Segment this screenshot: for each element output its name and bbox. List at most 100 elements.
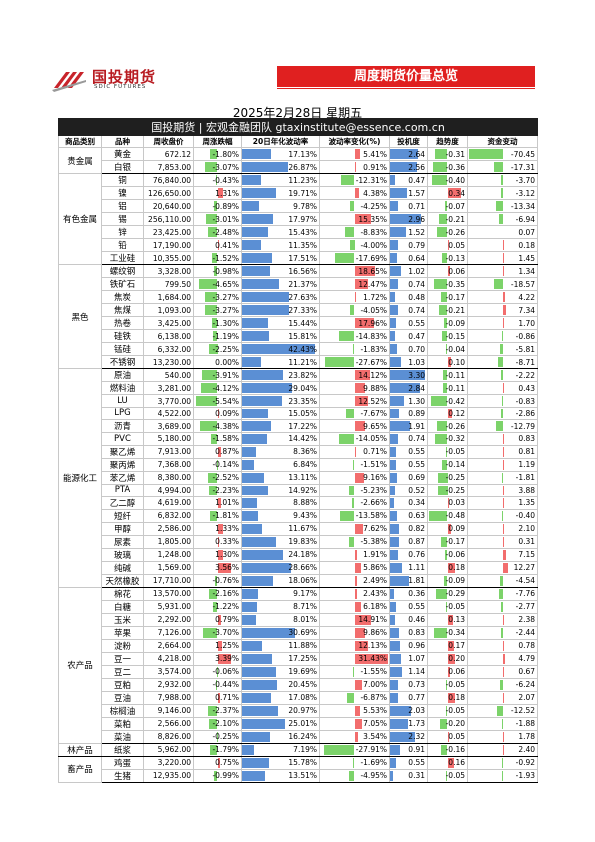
speculation-value: 0.74 — [408, 434, 425, 444]
weekly-change-cell: 1.33% — [193, 521, 242, 536]
volatility-change-bar — [324, 744, 355, 755]
volatility-change-value: 3.54% — [363, 732, 387, 742]
capital-flow-value: 4.22 — [518, 292, 536, 302]
speculation-bar — [390, 666, 403, 677]
weekly-change-cell: 1.01% — [193, 495, 242, 510]
volatility-bar — [242, 549, 284, 560]
volatility-change-bar — [354, 562, 361, 573]
weekly-change-value: -0.25% — [212, 732, 239, 742]
volatility-change-bar — [349, 201, 355, 212]
weekly-change-value: -4.12% — [212, 383, 239, 393]
weekly-change-bar — [214, 201, 218, 212]
table-body: 贵金属 黄金 672.12 -1.80% 17.13% 5.41% 2.64 -0.31 -70… — [58, 147, 539, 783]
close-price: 5,931.00 — [143, 599, 194, 614]
weekly-change-bar — [211, 434, 218, 444]
trend-value: -0.25 — [445, 485, 465, 495]
speculation-cell: 0.52 — [389, 483, 428, 497]
column-header: 周收盘价 — [143, 134, 194, 149]
weekly-change-bar — [205, 162, 218, 173]
volatility-change-value: -4.25% — [360, 201, 387, 211]
volatility-change-cell: 18.65% — [319, 264, 390, 279]
table-row: 玻璃 1,248.00 1.30% 24.18% 1.91% 0.76 -0.06 7.15 — [59, 547, 539, 562]
capital-flow-bar — [501, 601, 503, 612]
weekly-change-value: -3.70% — [212, 628, 239, 638]
volatility-bar — [242, 434, 267, 444]
trend-bar — [445, 679, 448, 690]
speculation-bar — [390, 757, 396, 768]
volatility-cell: 19.83% — [241, 534, 320, 549]
volatility-bar — [242, 653, 272, 664]
volatility-cell: 11.67% — [241, 521, 320, 536]
volatility-bar — [242, 162, 288, 173]
speculation-bar — [390, 497, 394, 508]
volatility-change-value: -13.58% — [355, 511, 387, 521]
weekly-change-value: -0.98% — [212, 266, 239, 276]
volatility-change-bar — [354, 614, 371, 625]
capital-flow-bar — [501, 770, 503, 781]
close-price: 1,684.00 — [143, 290, 194, 305]
commodity-name: 菜油 — [101, 729, 144, 744]
volatility-change-cell: -4.05% — [319, 303, 390, 318]
capital-flow-value: -1.88 — [515, 719, 536, 729]
volatility-value: 13.11% — [288, 473, 317, 483]
close-price: 6,332.00 — [143, 342, 194, 357]
volatility-cell: 18.06% — [241, 573, 320, 588]
capital-flow-value: -13.34 — [510, 201, 536, 211]
weekly-change-value: -3.27% — [212, 292, 239, 302]
speculation-value: 2.64 — [408, 149, 425, 159]
weekly-change-cell: 0.71% — [193, 690, 242, 705]
trend-value: 0.18 — [448, 693, 465, 703]
capital-flow-cell: -0.40 — [466, 508, 539, 523]
volatility-bar — [242, 497, 258, 508]
weekly-change-value: -2.16% — [212, 589, 239, 599]
capital-flow-cell: -70.45 — [466, 147, 539, 162]
speculation-value: 1.07 — [408, 654, 425, 664]
trend-cell: -0.31 — [427, 147, 468, 162]
trend-cell: -0.25 — [427, 483, 468, 497]
volatility-change-value: -5.38% — [360, 537, 387, 547]
commodity-name: 菜粕 — [101, 716, 144, 731]
table-row: 黑色 螺纹钢 3,328.00 -0.98% 16.56% 18.65% 1.02 0.06 1… — [58, 264, 539, 370]
trend-value: -0.48 — [445, 511, 465, 521]
close-price: 13,570.00 — [143, 586, 194, 601]
capital-flow-bar — [502, 653, 505, 664]
trend-value: -0.32 — [445, 434, 465, 444]
speculation-cell: 0.55 — [389, 444, 428, 459]
volatility-cell: 17.13% — [241, 147, 320, 162]
speculation-value: 0.55 — [408, 318, 425, 328]
table-row: 尿素 1,805.00 0.33% 19.83% -5.38% 0.87 -0.17 0.31 — [59, 534, 539, 549]
trend-bar — [431, 175, 448, 186]
commodity-name: 尿素 — [101, 534, 144, 549]
capital-flow-bar — [501, 370, 503, 381]
volatility-change-cell: 14.12% — [319, 368, 390, 383]
weekly-change-bar — [217, 653, 231, 664]
speculation-bar — [390, 536, 400, 547]
weekly-change-cell: -3.91% — [193, 368, 242, 383]
speculation-value: 0.96 — [408, 641, 425, 651]
capital-flow-value: 0.43 — [518, 383, 536, 393]
capital-flow-cell: 0.31 — [466, 534, 539, 549]
trend-cell: -0.11 — [427, 381, 468, 396]
trend-cell: 0.06 — [427, 264, 468, 279]
capital-flow-cell: 0.43 — [466, 381, 539, 396]
volatility-change-value: 17.96% — [358, 318, 387, 328]
volatility-cell: 8.71% — [241, 599, 320, 614]
volatility-change-value: 7.05% — [363, 719, 387, 729]
volatility-value: 13.51% — [288, 771, 317, 781]
weekly-change-cell: -3.27% — [193, 290, 242, 305]
capital-flow-cell: 7.15 — [466, 547, 539, 562]
speculation-cell: 2.64 — [389, 147, 428, 162]
volatility-change-bar — [352, 666, 355, 677]
volatility-cell: 26.87% — [241, 160, 320, 175]
capital-flow-bar — [501, 472, 503, 483]
capital-flow-cell: -2.22 — [466, 368, 539, 383]
trend-cell: -0.25 — [427, 470, 468, 485]
speculation-bar — [390, 653, 402, 664]
weekly-change-bar — [215, 679, 218, 690]
volatility-bar — [242, 731, 270, 742]
speculation-bar — [390, 575, 410, 586]
volatility-change-cell: 5.41% — [319, 147, 390, 162]
speculation-bar — [390, 318, 396, 329]
speculation-cell: 0.55 — [389, 457, 428, 472]
weekly-change-bar — [208, 705, 218, 716]
